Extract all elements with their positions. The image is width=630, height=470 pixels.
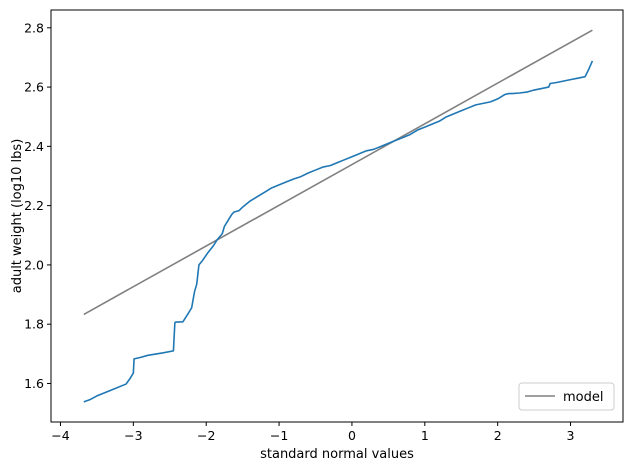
x-axis-label: standard normal values xyxy=(260,447,414,462)
y-tick-label: 2.0 xyxy=(24,257,44,272)
legend: model xyxy=(518,382,615,411)
y-axis-label: adult weight (log10 lbs) xyxy=(10,139,25,294)
x-axis: −4 −3 −2 −1 0 1 2 3 xyxy=(51,422,575,443)
legend-box xyxy=(518,382,615,411)
y-tick-label: 2.2 xyxy=(24,198,44,213)
y-tick-label: 2.6 xyxy=(24,80,44,95)
x-tick-label: −4 xyxy=(51,428,69,443)
y-axis: 1.6 1.8 2.0 2.2 2.4 2.6 2.8 xyxy=(24,20,51,391)
y-tick-label: 2.8 xyxy=(24,20,44,35)
x-tick-label: 0 xyxy=(348,428,356,443)
plot-frame xyxy=(50,9,624,423)
series-model-line xyxy=(83,29,593,316)
x-tick-label: 1 xyxy=(421,428,429,443)
x-tick-label: 3 xyxy=(567,428,575,443)
series-layer xyxy=(83,29,594,403)
x-tick-label: 2 xyxy=(494,428,502,443)
plot-area xyxy=(51,10,623,422)
y-tick-label: 1.8 xyxy=(24,317,44,332)
x-tick-label: −2 xyxy=(197,428,215,443)
series-data-line xyxy=(83,60,594,403)
y-tick-label: 1.6 xyxy=(24,376,44,391)
legend-model-label: model xyxy=(563,390,603,405)
x-tick-label: −3 xyxy=(124,428,142,443)
y-tick-label: 2.4 xyxy=(24,139,44,154)
x-tick-label: −1 xyxy=(270,428,288,443)
